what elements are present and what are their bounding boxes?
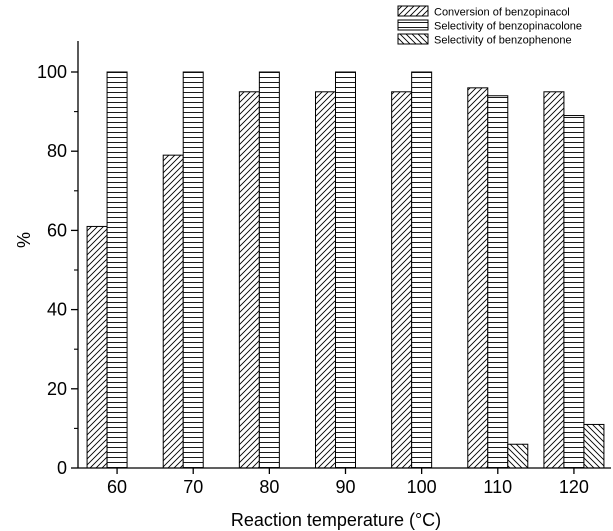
legend-swatch-diagonal-right [397,5,429,17]
legend-swatch-horizontal [397,19,429,31]
y-tick-label: 0 [57,458,67,478]
bar-diagonal-right-100 [391,91,413,469]
y-tick-label: 80 [47,141,67,161]
x-tick-label: 110 [483,477,512,497]
bar-diagonal-right-80 [238,91,260,469]
x-tick-label: 70 [183,477,203,497]
legend-label: Selectivity of benzophenone [434,35,572,47]
plot-area [86,71,605,469]
bar-diagonal-right-70 [162,154,184,469]
x-tick-label: 90 [335,477,355,497]
legend: Conversion of benzopinacol Selectivity of… [397,5,582,47]
x-axis: 60 70 80 90 100 110 120 [78,467,611,497]
x-tick-label: 120 [559,477,589,497]
x-tick-label: 60 [107,477,127,497]
bar-horizontal-120 [563,115,585,469]
y-axis-label: % [14,232,34,248]
legend-label: Conversion of benzopinacol [434,7,570,19]
bar-horizontal-100 [411,71,433,469]
bar-diagonal-left-120 [583,423,605,469]
bar-diagonal-left-110 [507,443,529,469]
y-tick-label: 100 [37,62,67,82]
legend-swatch-diagonal-left [397,33,429,45]
x-tick-label: 100 [407,477,437,497]
bar-diagonal-right-110 [467,87,489,469]
x-axis-label: Reaction temperature (°C) [231,510,441,530]
bar-horizontal-110 [487,95,509,469]
bar-horizontal-60 [106,71,128,469]
bar-horizontal-70 [182,71,204,469]
bar-diagonal-right-120 [543,91,565,469]
y-tick-label: 20 [47,379,67,399]
y-tick-label: 40 [47,300,67,320]
y-tick-label: 60 [47,220,67,240]
bar-horizontal-90 [335,71,356,469]
bar-horizontal-80 [258,71,280,469]
bar-diagonal-right-60 [86,225,108,469]
bar-diagonal-right-90 [315,91,336,469]
y-axis: 0 20 40 60 80 100 [37,41,79,478]
x-tick-label: 80 [259,477,279,497]
legend-label: Selectivity of benzopinacolone [434,21,582,33]
